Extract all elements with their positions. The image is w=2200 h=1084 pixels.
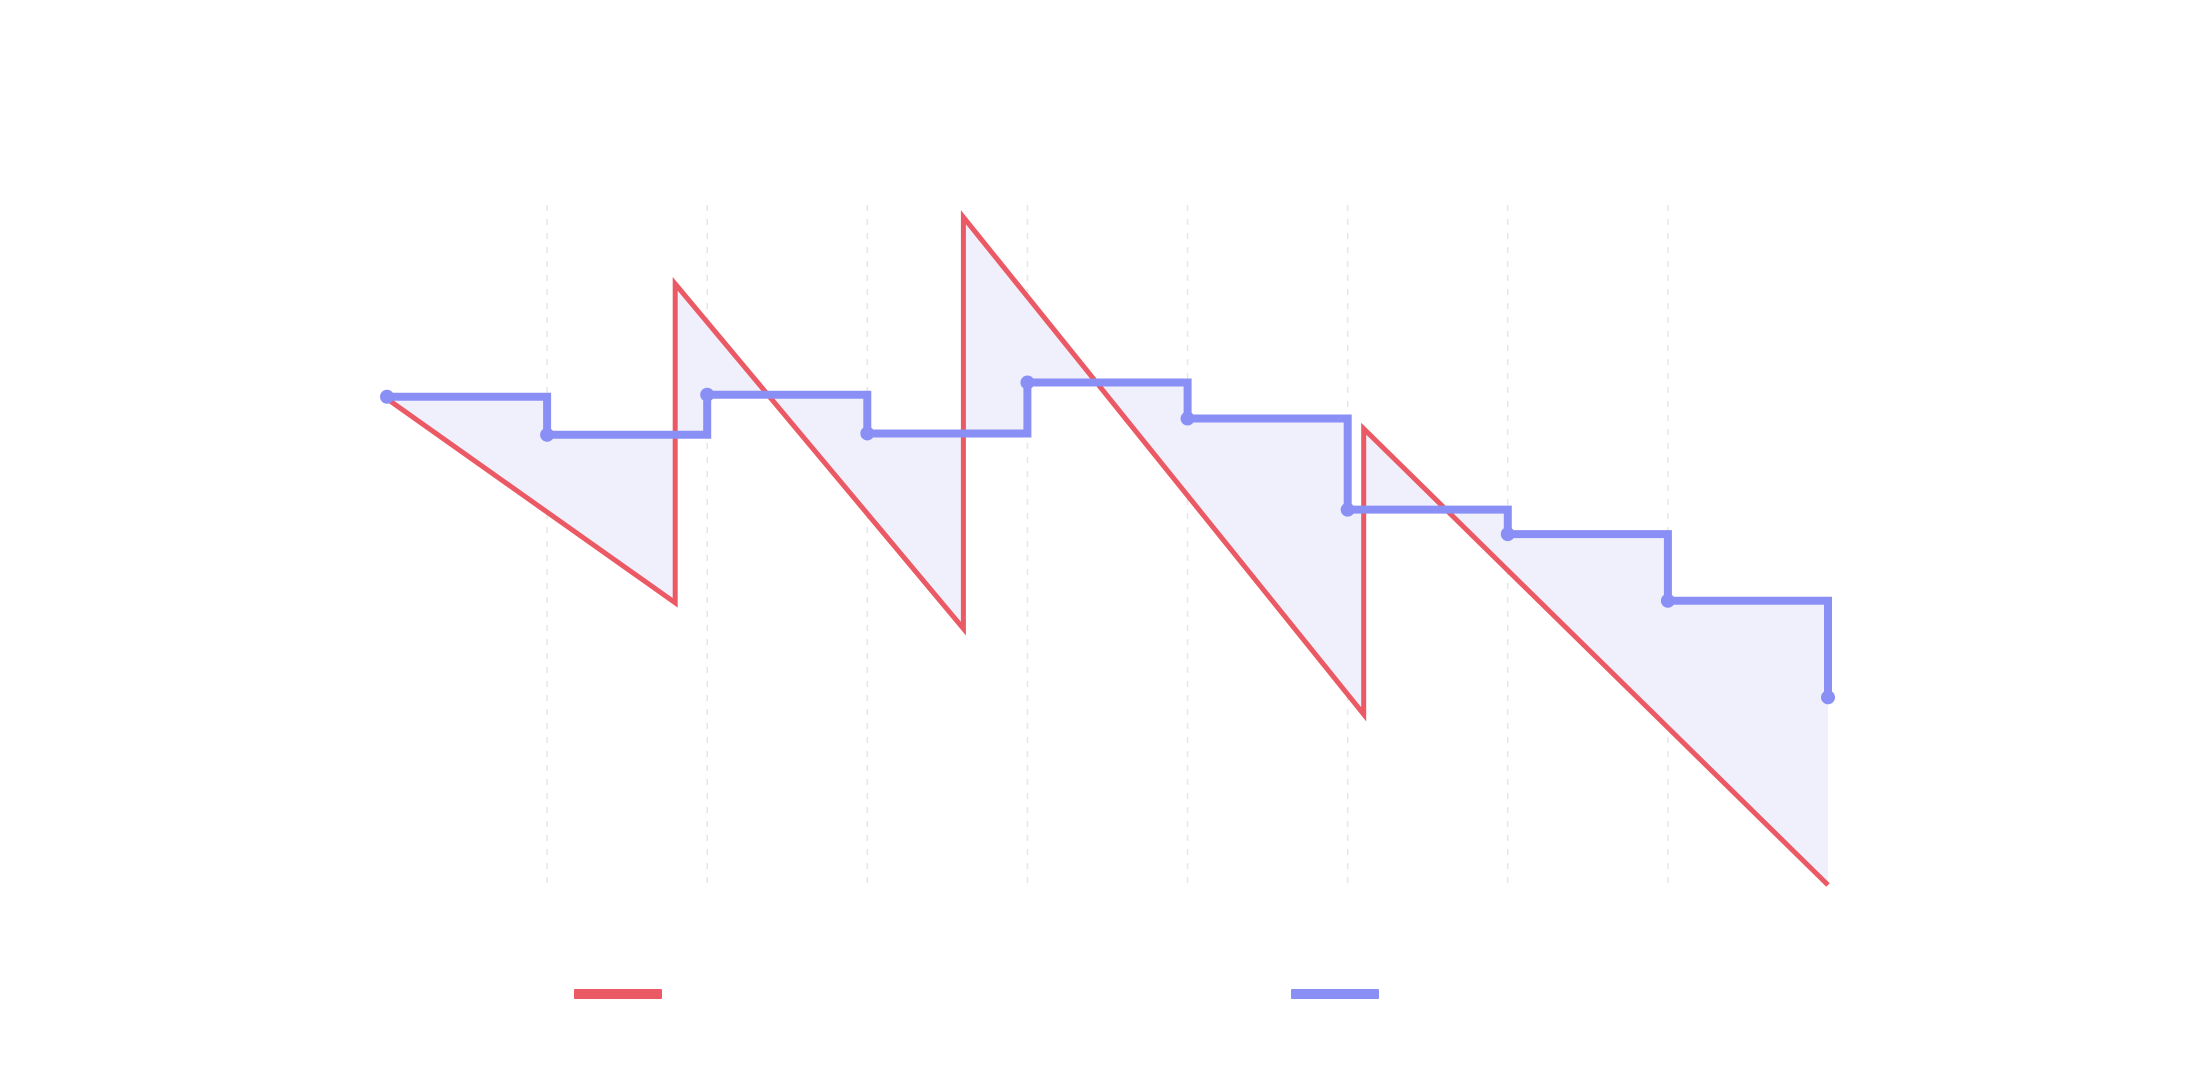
legend (574, 989, 1379, 999)
area-fills (387, 217, 1828, 885)
data-point-marker (1180, 411, 1195, 426)
series-line-step (387, 378, 1832, 698)
data-point-marker (1020, 375, 1035, 390)
data-point-marker (1821, 690, 1835, 705)
data-point-marker (540, 427, 555, 442)
legend-swatch (574, 989, 662, 999)
series-line-sawtooth (385, 210, 1830, 887)
series-lines (385, 210, 1832, 887)
area-between-series (387, 217, 1828, 885)
legend-swatch (1291, 989, 1379, 999)
data-point-marker (1340, 502, 1355, 517)
data-point-markers (380, 375, 1835, 705)
data-point-marker (860, 426, 875, 441)
data-point-marker (700, 387, 715, 402)
data-point-marker (1500, 527, 1515, 542)
data-point-marker (1660, 593, 1675, 608)
data-point-marker (380, 389, 394, 404)
